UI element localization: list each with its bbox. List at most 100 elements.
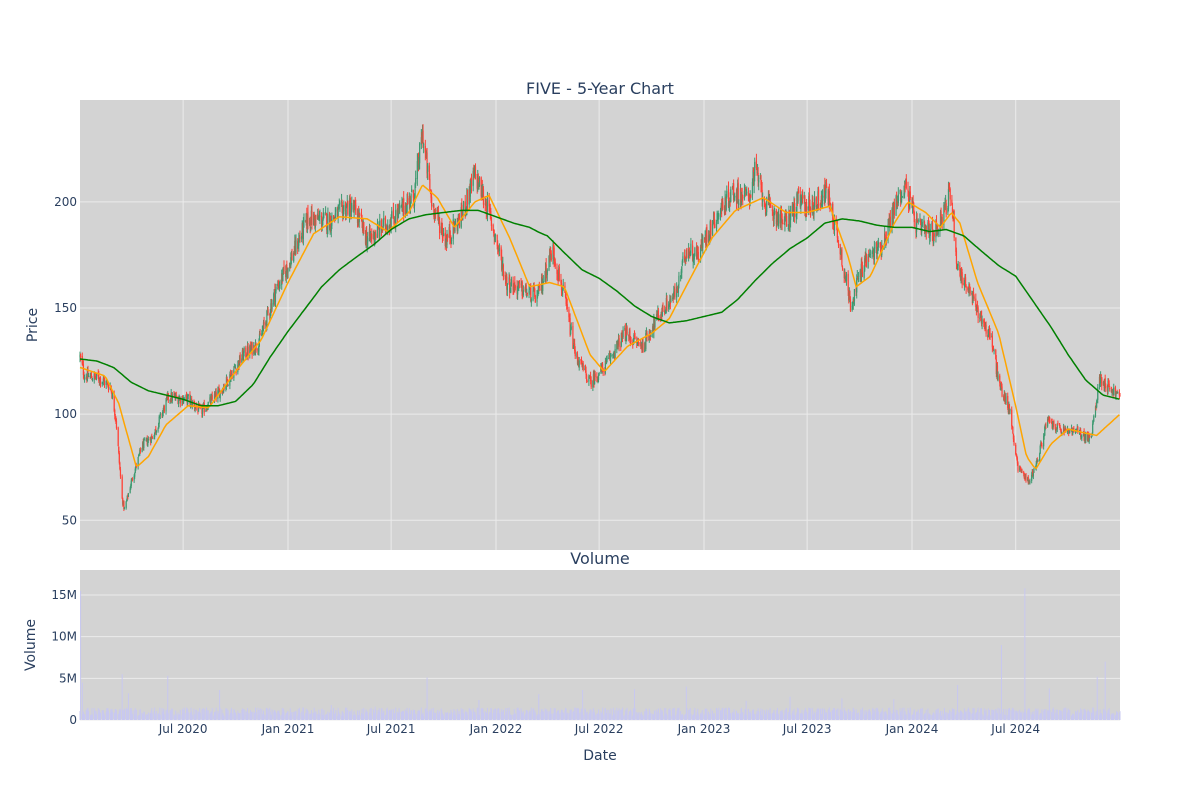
candle bbox=[922, 219, 923, 227]
candle-body bbox=[794, 203, 795, 217]
volume-bar bbox=[331, 711, 332, 720]
candle-body bbox=[634, 337, 635, 339]
candle-body bbox=[920, 219, 921, 221]
candle bbox=[946, 200, 947, 218]
candle-body bbox=[263, 322, 264, 325]
candle bbox=[1037, 459, 1038, 462]
volume-bar bbox=[264, 714, 265, 720]
candle bbox=[228, 384, 229, 386]
candle-body bbox=[591, 380, 592, 387]
candle-body bbox=[993, 350, 994, 352]
volume-bar bbox=[419, 711, 420, 720]
candle bbox=[138, 457, 139, 470]
candle bbox=[858, 272, 859, 282]
volume-bar bbox=[535, 713, 536, 720]
candle-body bbox=[608, 358, 609, 359]
candle-body bbox=[756, 161, 757, 168]
candle bbox=[523, 285, 524, 296]
candle-body bbox=[905, 185, 906, 186]
volume-bar bbox=[391, 709, 392, 720]
candle bbox=[279, 280, 280, 289]
candle-body bbox=[864, 272, 865, 279]
candle bbox=[118, 427, 119, 447]
candle bbox=[926, 225, 927, 239]
candle-body bbox=[363, 222, 364, 232]
volume-bar bbox=[375, 710, 376, 720]
candle bbox=[902, 196, 903, 198]
candle bbox=[463, 201, 464, 211]
candle-body bbox=[997, 375, 998, 379]
candle-body bbox=[1011, 410, 1012, 427]
candle-body bbox=[151, 436, 152, 443]
candle bbox=[144, 437, 145, 440]
volume-bar bbox=[307, 711, 308, 720]
candle bbox=[914, 211, 915, 229]
volume-bar bbox=[120, 709, 121, 720]
candle-body bbox=[1005, 396, 1006, 403]
candle bbox=[894, 199, 895, 219]
volume-bar bbox=[750, 713, 751, 720]
candle bbox=[555, 258, 556, 269]
volume-bar bbox=[694, 708, 695, 720]
candle bbox=[399, 200, 400, 214]
candle-body bbox=[112, 394, 113, 398]
candle bbox=[1012, 426, 1013, 434]
volume-bar bbox=[882, 708, 883, 720]
candle-body bbox=[806, 202, 807, 212]
candle bbox=[591, 376, 592, 389]
candle-body bbox=[116, 421, 117, 428]
candle bbox=[134, 472, 135, 478]
volume-bar bbox=[531, 708, 532, 720]
volume-bar bbox=[790, 715, 791, 720]
candle bbox=[942, 214, 943, 230]
candle-body bbox=[515, 287, 516, 288]
volume-bar bbox=[718, 708, 719, 720]
candle-body bbox=[310, 220, 311, 228]
candle bbox=[870, 250, 871, 258]
candle bbox=[511, 277, 512, 287]
candle-body bbox=[914, 212, 915, 222]
volume-plot-background bbox=[80, 570, 1120, 720]
candle-body bbox=[575, 350, 576, 356]
candle-body bbox=[415, 178, 416, 184]
candle-body bbox=[630, 340, 631, 341]
candle-body bbox=[1013, 439, 1014, 445]
volume-bar bbox=[922, 708, 923, 720]
candle bbox=[854, 289, 855, 306]
candle bbox=[1025, 473, 1026, 483]
volume-bar bbox=[108, 710, 109, 720]
volume-bar bbox=[88, 711, 89, 720]
volume-bar bbox=[80, 591, 81, 720]
candle-body bbox=[267, 309, 268, 312]
candle-body bbox=[841, 250, 842, 265]
candle-body bbox=[551, 254, 552, 261]
volume-bar bbox=[682, 715, 683, 720]
volume-bar bbox=[164, 714, 165, 720]
candle-body bbox=[555, 262, 556, 267]
volume-bar bbox=[906, 715, 907, 720]
candle-body bbox=[754, 162, 755, 176]
candle bbox=[287, 267, 288, 278]
candle-body bbox=[323, 214, 324, 215]
candle-body bbox=[519, 280, 520, 283]
candle-body bbox=[870, 254, 871, 255]
candle-body bbox=[948, 189, 949, 209]
volume-bar bbox=[603, 715, 604, 720]
candle-body bbox=[734, 196, 735, 198]
candle bbox=[547, 268, 548, 281]
volume-bar bbox=[734, 714, 735, 720]
candle bbox=[375, 230, 376, 240]
candle-body bbox=[662, 306, 663, 312]
candle-body bbox=[531, 299, 532, 303]
candle bbox=[128, 493, 129, 497]
candle-body bbox=[124, 508, 125, 509]
candle-body bbox=[642, 343, 643, 352]
volume-bar bbox=[248, 713, 249, 720]
candle-body bbox=[375, 234, 376, 238]
candle bbox=[391, 207, 392, 219]
candle bbox=[966, 284, 967, 294]
candle bbox=[148, 436, 149, 443]
volume-bar bbox=[196, 710, 197, 720]
candle-body bbox=[1115, 394, 1116, 396]
